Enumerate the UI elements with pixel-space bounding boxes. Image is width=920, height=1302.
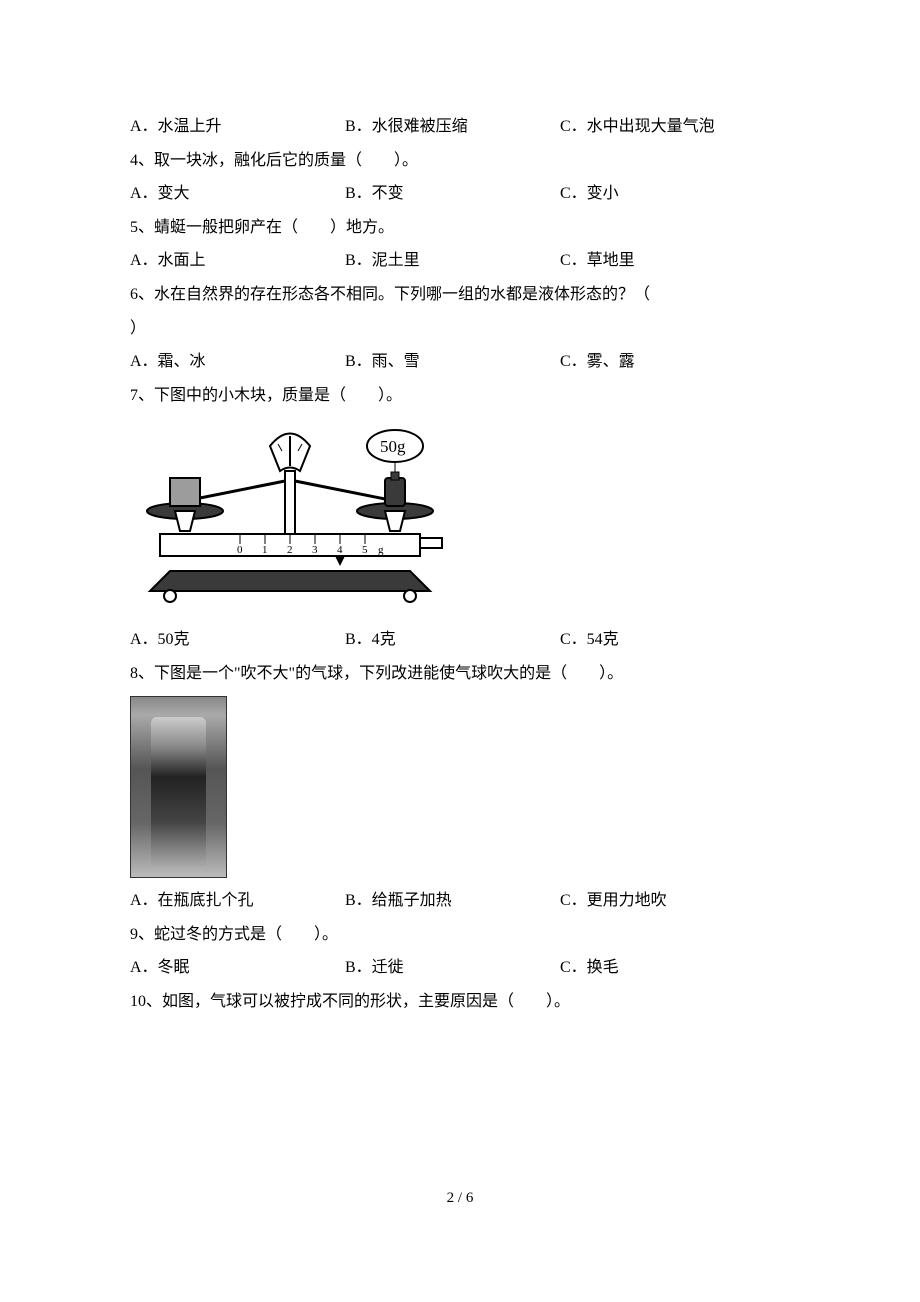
q8-options: A．在瓶底扎个孔 B．给瓶子加热 C．更用力地吹 <box>130 884 790 918</box>
option-b: B．迁徙 <box>345 951 560 985</box>
weight-label: 50g <box>380 437 406 456</box>
option-c: C．换毛 <box>560 951 790 985</box>
option-b: B．雨、雪 <box>345 345 560 379</box>
scale-pan-right-stem <box>385 511 405 531</box>
q8-stem: 8、下图是一个"吹不大"的气球，下列改进能使气球吹大的是（ ）。 <box>130 657 790 691</box>
scale-column <box>285 471 295 534</box>
option-c: C．更用力地吹 <box>560 884 790 918</box>
option-a: A．50克 <box>130 623 345 657</box>
wood-block <box>170 478 200 506</box>
tick-4: 4 <box>337 544 343 556</box>
q4-options: A．变大 B．不变 C．变小 <box>130 177 790 211</box>
page-footer: 2 / 6 <box>0 1190 920 1207</box>
q5-stem: 5、蜻蜓一般把卵产在（ ）地方。 <box>130 211 790 245</box>
q9-options: A．冬眠 B．迁徙 C．换毛 <box>130 951 790 985</box>
tick-3: 3 <box>312 544 318 556</box>
q5-options: A．水面上 B．泥土里 C．草地里 <box>130 244 790 278</box>
tick-1: 1 <box>262 544 268 556</box>
option-c: C．雾、露 <box>560 345 790 379</box>
scale-foot-left <box>164 590 176 602</box>
ruler-unit: g <box>378 544 384 556</box>
scale-screw <box>420 538 442 548</box>
scale-rider <box>335 556 345 566</box>
option-b: B．水很难被压缩 <box>345 110 560 144</box>
option-c: C．水中出现大量气泡 <box>560 110 790 144</box>
option-b: B．给瓶子加热 <box>345 884 560 918</box>
q6-stem-line1: 6、水在自然界的存在形态各不相同。下列哪一组的水都是液体形态的？（ <box>130 278 790 312</box>
q9-stem: 9、蛇过冬的方式是（ ）。 <box>130 918 790 952</box>
option-b: B．泥土里 <box>345 244 560 278</box>
q7-options: A．50克 B．4克 C．54克 <box>130 623 790 657</box>
option-a: A．水温上升 <box>130 110 345 144</box>
tick-0: 0 <box>237 544 243 556</box>
option-a: A．水面上 <box>130 244 345 278</box>
option-a: A．霜、冰 <box>130 345 345 379</box>
option-c: C．草地里 <box>560 244 790 278</box>
scale-base <box>150 571 430 591</box>
q-prev-options: A．水温上升 B．水很难被压缩 C．水中出现大量气泡 <box>130 110 790 144</box>
tick-2: 2 <box>287 544 293 556</box>
scale-pan-left-stem <box>175 511 195 531</box>
bottle-inner <box>151 717 206 867</box>
q6-stem-line2: ） <box>130 312 790 346</box>
weight-50g <box>385 478 405 506</box>
option-b: B．不变 <box>345 177 560 211</box>
option-a: A．在瓶底扎个孔 <box>130 884 345 918</box>
q6-options: A．霜、冰 B．雨、雪 C．雾、露 <box>130 345 790 379</box>
option-c: C．54克 <box>560 623 790 657</box>
option-a: A．变大 <box>130 177 345 211</box>
weight-knob <box>391 472 399 480</box>
balance-scale-figure: 0 1 2 3 4 5 g 50g <box>130 416 450 606</box>
bottle-balloon-figure <box>130 696 227 878</box>
scale-foot-right <box>404 590 416 602</box>
q4-stem: 4、取一块冰，融化后它的质量（ ）。 <box>130 144 790 178</box>
q7-stem: 7、下图中的小木块，质量是（ ）。 <box>130 379 790 413</box>
option-b: B．4克 <box>345 623 560 657</box>
q10-stem: 10、如图，气球可以被拧成不同的形状，主要原因是（ ）。 <box>130 985 790 1019</box>
page-content: A．水温上升 B．水很难被压缩 C．水中出现大量气泡 4、取一块冰，融化后它的质… <box>0 0 920 1019</box>
tick-5: 5 <box>362 544 368 556</box>
option-c: C．变小 <box>560 177 790 211</box>
scale-arm-right <box>295 481 395 501</box>
option-a: A．冬眠 <box>130 951 345 985</box>
